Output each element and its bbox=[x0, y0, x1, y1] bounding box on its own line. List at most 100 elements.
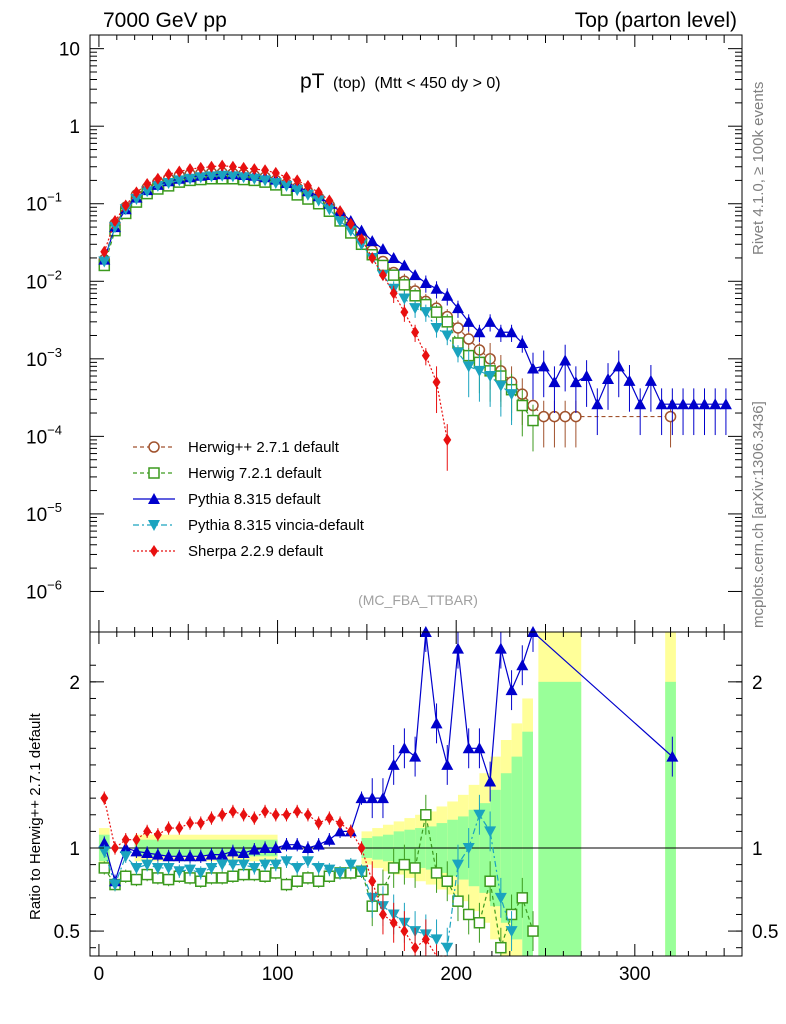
ratio-point-sherpa bbox=[143, 825, 152, 838]
ratio-point-pythia bbox=[173, 850, 186, 862]
point-herwigpp bbox=[548, 410, 561, 423]
ratio-point-pythia bbox=[430, 717, 443, 729]
ratio-point-herwig7 bbox=[387, 862, 400, 874]
point-herwigpp bbox=[452, 322, 464, 334]
point-pythia bbox=[580, 370, 593, 382]
ratio-point-sherpa bbox=[271, 808, 280, 821]
point-sherpa bbox=[250, 163, 259, 176]
point-sherpa bbox=[282, 171, 291, 184]
axes: 10 1 10−1 10−2 10−3 10−4 10−5 10−6 0 100 200 300 0.5… bbox=[26, 35, 778, 985]
point-herwig7 bbox=[398, 279, 411, 291]
point-herwig7 bbox=[527, 414, 539, 427]
point-sherpa bbox=[239, 161, 248, 174]
ratio-point-sherpa bbox=[111, 842, 120, 854]
ratio-point-vincia bbox=[301, 856, 314, 868]
ratio-point-vincia bbox=[441, 942, 454, 954]
series-herwig7 bbox=[98, 173, 539, 452]
plot-title: pT (top) (Mtt < 450 dy > 0) bbox=[300, 70, 501, 93]
ratio-point-sherpa bbox=[250, 812, 259, 825]
ratio-point-sherpa bbox=[121, 833, 130, 846]
point-vincia bbox=[205, 171, 218, 183]
ratio-point-vincia bbox=[205, 862, 218, 874]
ratio-point-vincia bbox=[119, 851, 132, 863]
point-vincia bbox=[259, 175, 272, 187]
ratio-point-sherpa bbox=[153, 828, 162, 841]
ratio-point-sherpa bbox=[357, 842, 366, 854]
point-vincia bbox=[151, 180, 164, 192]
point-vincia bbox=[226, 171, 239, 183]
ratio-point-herwig7 bbox=[441, 875, 454, 887]
plot-title-sub2: (Mtt < 450 dy > 0) bbox=[374, 75, 500, 92]
point-sherpa bbox=[132, 186, 141, 199]
point-vincia bbox=[280, 180, 293, 192]
series-line-vincia bbox=[103, 175, 512, 395]
legend-label-herwig7: Herwig 7.2.1 default bbox=[188, 465, 322, 482]
ratio-line-sherpa bbox=[103, 798, 448, 957]
point-pythia bbox=[473, 326, 486, 338]
ratio-point-herwig7 bbox=[162, 873, 175, 886]
ratio-point-vincia bbox=[462, 843, 475, 854]
legend-label-herwigpp: Herwig++ 2.7.1 default bbox=[188, 439, 340, 456]
legend-marker-herwigpp bbox=[148, 441, 160, 453]
ratio-point-vincia bbox=[312, 862, 325, 874]
ratio-point-herwig7 bbox=[98, 862, 111, 874]
point-pythia bbox=[677, 398, 690, 410]
point-vincia bbox=[291, 185, 304, 197]
ratio-xtick-label: 100 bbox=[262, 964, 294, 985]
ratio-point-herwig7 bbox=[484, 875, 496, 887]
point-vincia bbox=[173, 175, 186, 187]
ratio-point-vincia bbox=[130, 862, 143, 874]
point-pythia bbox=[419, 277, 432, 289]
plot-title-sub1: (top) bbox=[333, 75, 366, 92]
ratio-point-vincia bbox=[473, 809, 486, 821]
ratio-point-sherpa bbox=[218, 808, 227, 821]
ratio-point-pythia bbox=[666, 750, 679, 762]
point-herwig7 bbox=[409, 290, 421, 302]
ratio-point-herwig7 bbox=[430, 867, 443, 879]
legend-label-vincia: Pythia 8.315 vincia-default bbox=[188, 517, 365, 534]
analysis-tag: (MC_FBA_TTBAR) bbox=[358, 592, 478, 608]
main-ytick-label: 10−3 bbox=[26, 345, 62, 371]
ratio-point-pythia bbox=[205, 848, 218, 860]
ratio-point-sherpa bbox=[239, 808, 248, 821]
point-vincia bbox=[248, 173, 261, 185]
ratio-point-pythia bbox=[366, 792, 379, 804]
point-pythia bbox=[602, 372, 615, 384]
ratio-point-vincia bbox=[355, 866, 368, 878]
ratio-point-vincia bbox=[323, 864, 336, 876]
ratio-point-pythia bbox=[484, 775, 497, 787]
ratio-point-herwig7 bbox=[452, 895, 464, 907]
point-vincia bbox=[451, 347, 464, 359]
ratio-point-sherpa bbox=[261, 805, 270, 818]
ratio-point-pythia bbox=[494, 642, 507, 654]
point-herwigpp bbox=[570, 410, 582, 423]
ratio-point-pythia bbox=[387, 758, 400, 770]
point-pythia bbox=[355, 224, 368, 236]
point-vincia bbox=[419, 307, 432, 319]
point-vincia bbox=[98, 256, 111, 268]
ratio-xtick-label: 0 bbox=[94, 964, 105, 985]
ratio-xtick-label: 200 bbox=[440, 964, 472, 985]
point-vincia bbox=[194, 172, 207, 184]
main-ytick-label: 10−5 bbox=[26, 500, 62, 526]
point-herwigpp bbox=[537, 410, 550, 423]
point-pythia bbox=[644, 374, 657, 386]
point-vincia bbox=[334, 215, 347, 227]
series-herwigpp bbox=[98, 167, 677, 448]
point-vincia bbox=[505, 389, 518, 401]
ratio-point-sherpa bbox=[336, 817, 345, 830]
legend-label-sherpa: Sherpa 2.2.9 default bbox=[188, 543, 324, 560]
point-pythia bbox=[612, 360, 625, 372]
legend-label-pythia: Pythia 8.315 default bbox=[188, 491, 321, 508]
point-pythia bbox=[441, 289, 454, 301]
ratio-point-vincia bbox=[151, 862, 164, 874]
ratio-point-vincia bbox=[259, 859, 272, 871]
ratio-point-sherpa bbox=[400, 925, 409, 938]
point-sherpa bbox=[389, 287, 398, 300]
point-pythia bbox=[569, 376, 582, 388]
ratio-point-pythia bbox=[119, 842, 132, 853]
ratio-point-pythia bbox=[98, 837, 111, 849]
ratio-point-herwig7 bbox=[291, 875, 303, 887]
ratio-point-herwig7 bbox=[216, 872, 228, 884]
